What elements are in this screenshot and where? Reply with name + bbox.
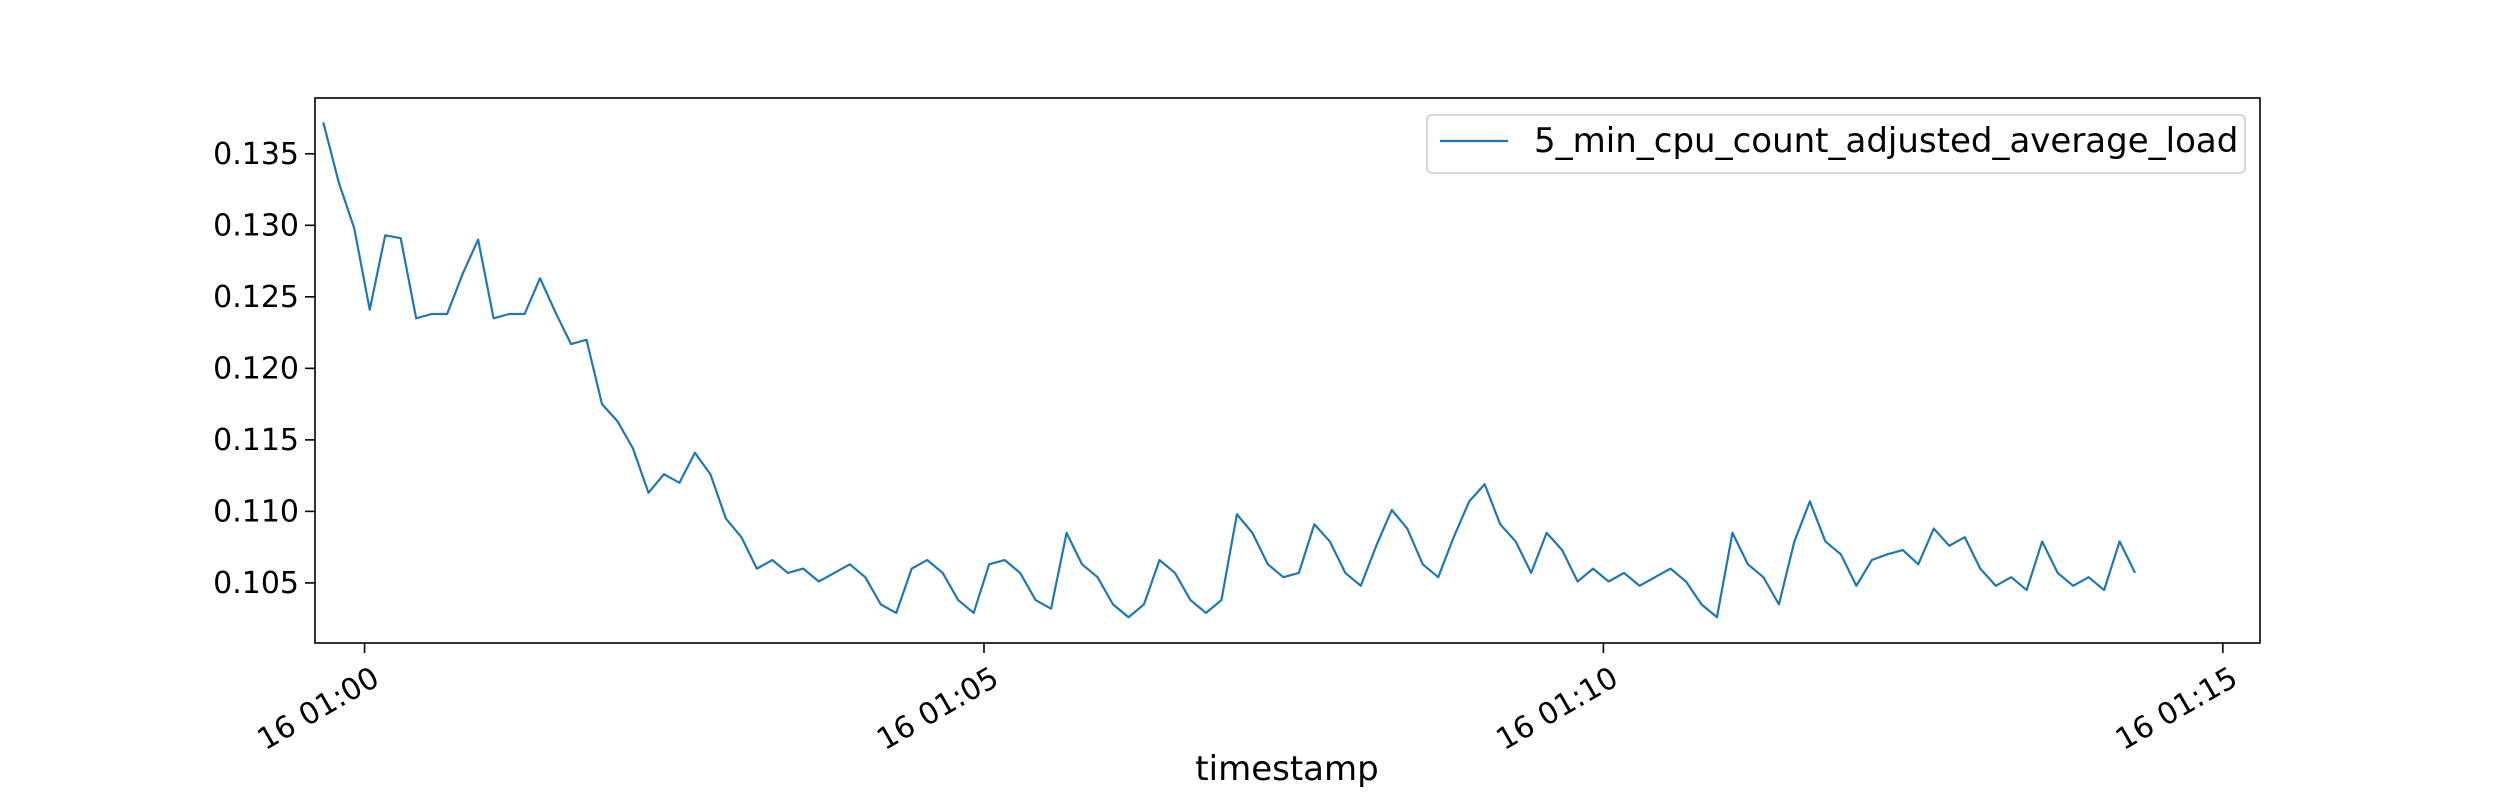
y-tick-label: 0.130 <box>213 208 299 243</box>
legend: 5_min_cpu_count_adjusted_average_load <box>1426 114 2246 174</box>
x-axis-label: timestamp <box>1195 749 1378 789</box>
y-tick-label: 0.125 <box>213 280 299 315</box>
y-tick-label: 0.135 <box>213 137 299 172</box>
plot-area <box>315 98 2260 643</box>
y-tick-label: 0.115 <box>213 423 299 458</box>
axes-background <box>315 98 2260 643</box>
series-line-0 <box>322 122 2137 619</box>
y-axis: 0.105 0.110 0.115 0.120 0.125 0.130 0.135 <box>213 137 315 601</box>
series-layer <box>322 122 2137 619</box>
y-tick-label: 0.120 <box>213 351 299 386</box>
y-tick-label: 0.105 <box>213 566 299 601</box>
y-tick-label: 0.110 <box>213 494 299 529</box>
legend-entry-label: 5_min_cpu_count_adjusted_average_load <box>1534 121 2238 161</box>
axes-frame <box>314 97 2261 644</box>
legend-box <box>1426 114 2246 174</box>
